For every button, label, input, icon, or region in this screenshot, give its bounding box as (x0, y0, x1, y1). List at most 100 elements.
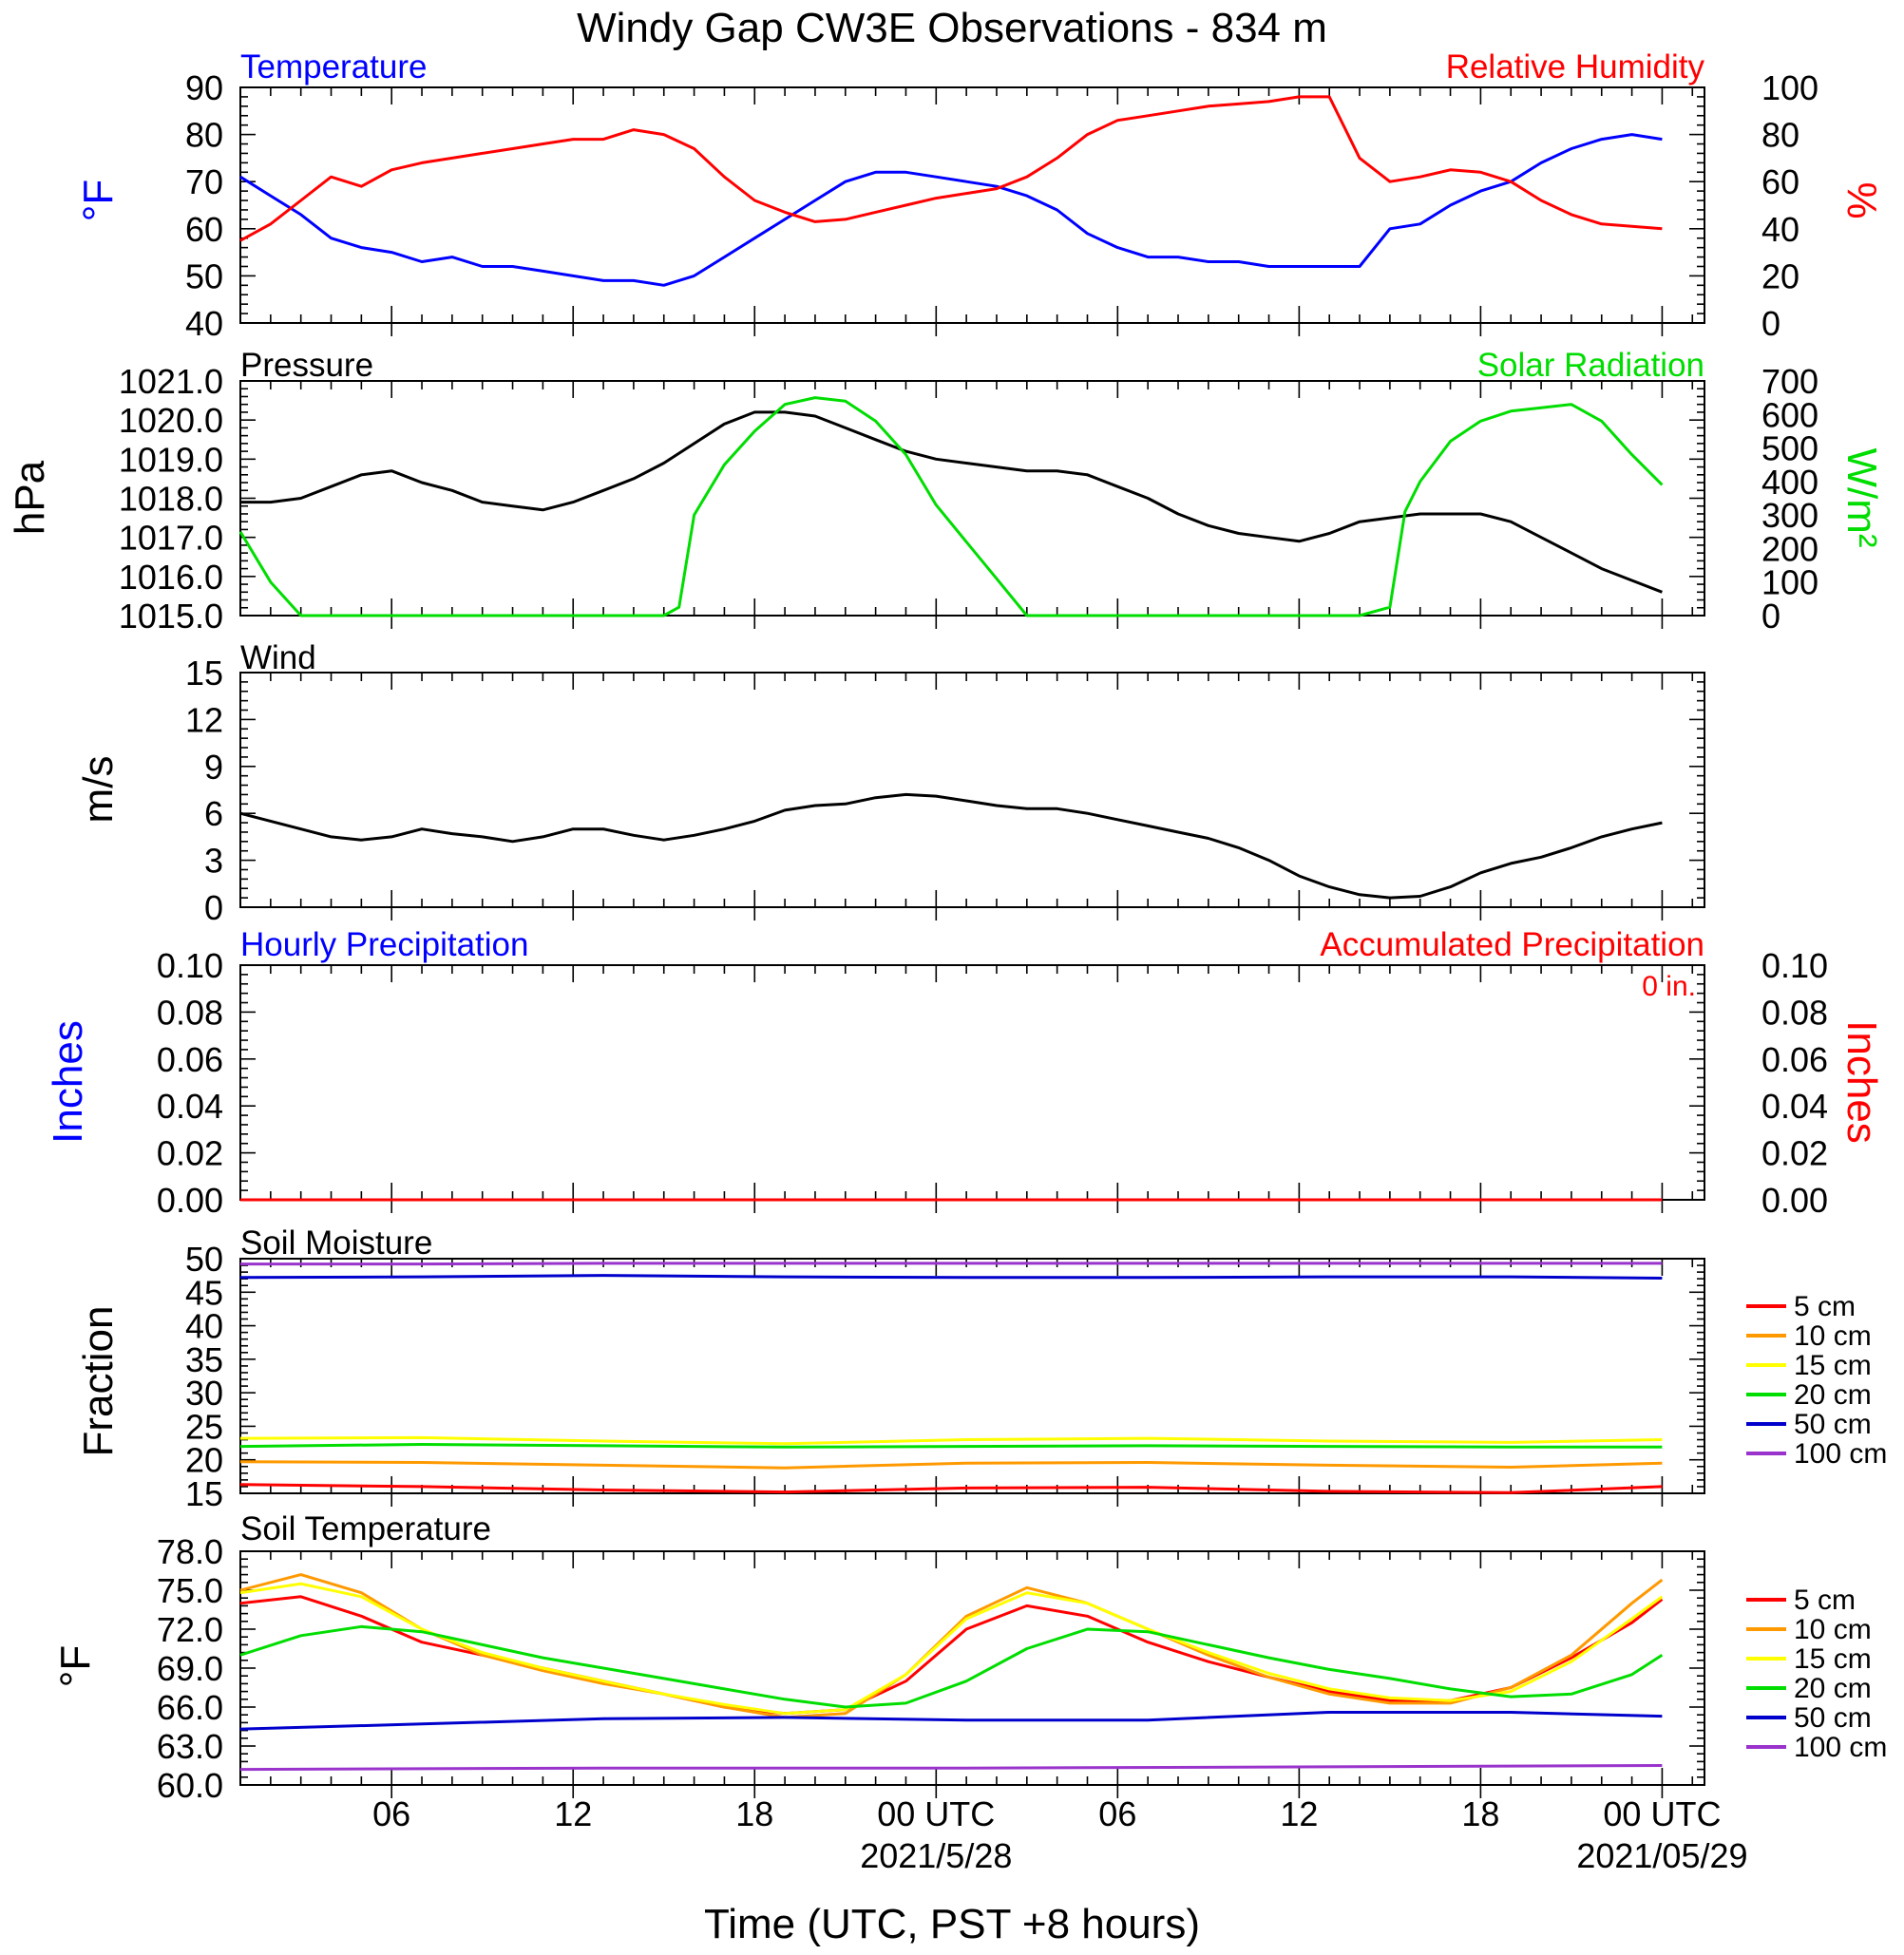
soil-moisture-title: Soil Moisture (240, 1224, 432, 1262)
y-tick-label: 12 (185, 700, 223, 739)
x-tick-label: 06 (372, 1794, 410, 1833)
y-tick-label: 20 (185, 1441, 223, 1480)
y-tick-label: 1017.0 (119, 519, 223, 558)
x-tick-label: 00 UTC (1603, 1794, 1721, 1833)
y-tick-label: 72.0 (157, 1610, 223, 1649)
series-line-5-cm (239, 1483, 1663, 1494)
y-tick-label: 1018.0 (119, 480, 223, 519)
x-tick-label: 00 UTC (877, 1794, 995, 1833)
legend-label: 5 cm (1794, 1585, 1856, 1616)
soil-moisture-series (239, 1262, 1663, 1494)
legend-label: 5 cm (1794, 1291, 1856, 1322)
y-tick-label: 6 (204, 794, 223, 833)
precip-total: 0 in. (1642, 971, 1696, 1002)
y-tick-label: 0.06 (157, 1040, 223, 1079)
y-right-tick-label: 100 (1761, 563, 1818, 602)
soil-temp-series (239, 1573, 1664, 1772)
y-right-tick-label: 400 (1761, 463, 1818, 502)
y-tick-label: 0 (204, 888, 223, 927)
x-tick-label: 12 (554, 1794, 592, 1833)
legend-label: 15 cm (1794, 1643, 1872, 1675)
y-tick-label: 78.0 (157, 1532, 223, 1571)
legend-label: 100 cm (1794, 1438, 1887, 1470)
series-line-15-cm (239, 1582, 1664, 1716)
wind-axes: 15 12 9 6 3 0 (185, 654, 1705, 927)
soil-temp-title: Soil Temperature (240, 1510, 491, 1547)
y-tick-label: 9 (204, 748, 223, 787)
y-right-tick-label: 60 (1761, 162, 1799, 201)
pressure-solar-axes: 1021.01020.01019.01018.01017.01016.01015… (119, 362, 1818, 636)
temp-title: Temperature (240, 48, 427, 85)
y-tick-label: 1021.0 (119, 362, 223, 401)
series-line-20-cm (239, 1624, 1664, 1709)
wind-series (239, 792, 1663, 900)
wind-title: Wind (240, 639, 316, 676)
y-right-tick-label: 700 (1761, 362, 1818, 401)
pressure-solar-series (238, 396, 1664, 617)
y-tick-label: 45 (185, 1273, 223, 1312)
y-tick-label: 15 (185, 1474, 223, 1513)
legend-label: 10 cm (1794, 1614, 1872, 1645)
pressure-ylabel: hPa (7, 460, 53, 535)
series-line-pressure (240, 410, 1663, 594)
series-line-15-cm (239, 1435, 1663, 1446)
y-right-tick-label: 200 (1761, 529, 1818, 568)
y-right-tick-label: 0 (1761, 597, 1780, 636)
y-right-tick-label: 0.10 (1761, 946, 1828, 985)
series-line-solar-radiation (238, 396, 1664, 617)
y-tick-label: 35 (185, 1340, 223, 1379)
y-tick-label: 0.08 (157, 993, 223, 1032)
legend-label: 20 cm (1794, 1673, 1872, 1704)
y-tick-label: 0.00 (157, 1181, 223, 1220)
legend-label: 100 cm (1794, 1732, 1887, 1763)
y-tick-label: 75.0 (157, 1571, 223, 1610)
y-tick-label: 40 (185, 304, 223, 343)
panel-soil-temp: Soil Temperature °F 78.075.072.069.066.0… (52, 1510, 1887, 1805)
legend-label: 15 cm (1794, 1350, 1872, 1381)
series-line-temperature (239, 133, 1663, 287)
hourly-precip-title: Hourly Precipitation (240, 926, 528, 963)
y-right-tick-label: 300 (1761, 496, 1818, 535)
y-tick-label: 1019.0 (119, 440, 223, 479)
soil-moisture-ylabel: Fraction (75, 1306, 122, 1457)
y-right-tick-label: 500 (1761, 429, 1818, 468)
pressure-title: Pressure (240, 347, 373, 384)
y-right-tick-label: 20 (1761, 256, 1799, 295)
y-tick-label: 40 (185, 1307, 223, 1346)
soil-temp-ylabel: °F (52, 1645, 99, 1687)
y-right-tick-label: 0.02 (1761, 1134, 1828, 1173)
y-right-tick-label: 40 (1761, 210, 1799, 249)
y-right-tick-label: 0 (1761, 304, 1780, 343)
y-right-tick-label: 600 (1761, 395, 1818, 434)
panel-precip: Hourly Precipitation Accumulated Precipi… (45, 926, 1885, 1220)
plot-frame (239, 86, 1705, 324)
y-tick-label: 0.04 (157, 1087, 223, 1126)
y-tick-label: 80 (185, 116, 223, 155)
panel-pressure-solar: Pressure Solar Radiation hPa W/m² 1021.0… (7, 347, 1885, 636)
panel-wind: Wind m/s 15 12 9 6 3 0 (75, 639, 1705, 927)
series-line-5-cm (239, 1595, 1664, 1716)
precip-axes: 0.10 0.08 0.06 0.04 0.02 0.00 0.10 0.08 0.06 0.04… (157, 946, 1828, 1220)
figure-title: Windy Gap CW3E Observations - 834 m (577, 5, 1327, 51)
y-tick-label: 66.0 (157, 1688, 223, 1727)
temp-ylabel: °F (75, 180, 122, 221)
x-date-label: 2021/05/29 (1576, 1836, 1747, 1875)
series-line-10-cm (239, 1573, 1664, 1719)
y-tick-label: 0.10 (157, 946, 223, 985)
hourly-precip-ylabel: Inches (45, 1020, 91, 1144)
legend-label: 20 cm (1794, 1379, 1872, 1411)
x-date-label: 2021/5/28 (860, 1836, 1012, 1875)
y-tick-label: 60.0 (157, 1766, 223, 1805)
y-tick-label: 15 (185, 654, 223, 693)
series-line-50-cm (239, 1274, 1663, 1280)
temp-rh-axes: 90 80 70 60 50 40 100 80 60 40 20 0 (185, 68, 1818, 343)
x-tick-label: 18 (1461, 1794, 1499, 1833)
soil-temp-axes: 78.075.072.069.066.063.060.0 (157, 1532, 1705, 1805)
y-right-tick-label: 0.00 (1761, 1181, 1828, 1220)
y-tick-label: 25 (185, 1407, 223, 1446)
